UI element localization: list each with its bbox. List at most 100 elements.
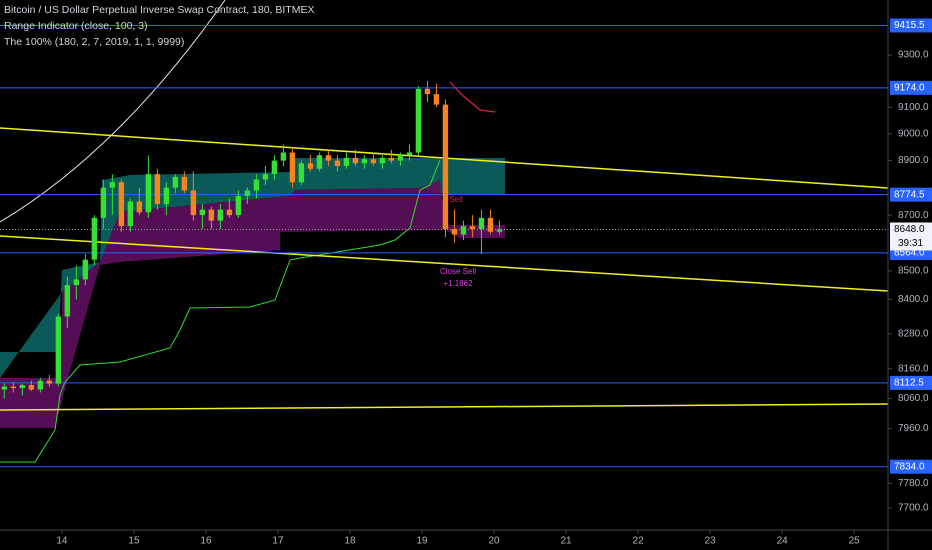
candle-body xyxy=(469,226,476,229)
level-tag xyxy=(890,375,932,390)
strategy-line xyxy=(449,81,496,113)
x-tick-label: 15 xyxy=(128,536,140,547)
candle-body xyxy=(181,176,188,191)
candle-body xyxy=(352,157,359,164)
candle-body xyxy=(451,228,458,235)
y-tick-label: 7780.0 xyxy=(898,478,929,489)
candle-body xyxy=(298,163,305,183)
candle-body xyxy=(109,182,116,188)
y-tick-label: 8160.0 xyxy=(898,364,929,375)
x-tick-label: 23 xyxy=(705,536,717,547)
y-tick-label: 7700.0 xyxy=(898,503,929,514)
candle-body xyxy=(307,163,314,169)
x-tick-label: 22 xyxy=(633,536,645,547)
candle-body xyxy=(199,209,206,216)
trail-line xyxy=(0,159,441,463)
candle-body xyxy=(100,187,107,218)
candle-body xyxy=(136,201,143,213)
range-band-lower xyxy=(0,180,505,428)
level-tag xyxy=(890,459,932,474)
level-label: 9174.0 xyxy=(894,82,925,93)
candle-body xyxy=(190,190,197,216)
candle-body xyxy=(172,176,179,188)
candle-body xyxy=(370,159,377,164)
candle-body xyxy=(487,217,494,232)
candle-body xyxy=(442,104,449,229)
indicator-label: Range Indicator (close, 100, 3) xyxy=(4,20,148,32)
candle-body xyxy=(433,94,440,105)
candle-body xyxy=(379,157,386,164)
level-label: 9415.5 xyxy=(894,20,925,31)
candle-body xyxy=(388,157,395,161)
candle-body xyxy=(28,385,35,390)
level-label: 8564.0 xyxy=(894,248,925,259)
candle-body xyxy=(397,155,404,161)
x-tick-label: 19 xyxy=(416,536,428,547)
candle-body xyxy=(37,380,44,390)
candle-body xyxy=(271,160,278,175)
level-label: 7834.0 xyxy=(894,461,925,472)
x-tick-label: 16 xyxy=(200,536,212,547)
candle-body xyxy=(226,209,233,216)
y-tick-label: 7960.0 xyxy=(898,423,929,434)
x-tick-label: 25 xyxy=(849,536,861,547)
candle-body xyxy=(334,160,341,166)
candle-body xyxy=(64,285,71,317)
candles: Sell Close Sell +1.1862 xyxy=(1,81,503,399)
candle-body xyxy=(145,174,152,213)
candle-body xyxy=(10,386,17,389)
last-price-tag xyxy=(890,222,932,251)
y-tick-label: 8500.0 xyxy=(898,266,929,277)
trend-line xyxy=(0,235,889,292)
y-tick-label: 9300.0 xyxy=(898,50,929,61)
y-tick-label: 8060.0 xyxy=(898,393,929,404)
candle-body xyxy=(208,209,215,221)
trade-annotation: Close Sell xyxy=(440,267,476,276)
x-tick-label: 21 xyxy=(561,536,573,547)
trend-line xyxy=(0,403,889,411)
level-tag xyxy=(890,18,932,33)
candle-body xyxy=(19,385,26,389)
candle-body xyxy=(127,201,134,227)
candle-body xyxy=(496,229,503,232)
curve-line xyxy=(0,0,226,223)
candle-body xyxy=(343,157,350,166)
trade-annotation: Sell xyxy=(449,195,463,204)
candle-body xyxy=(244,190,251,196)
axes: 9300.0 9100.0 9000.0 8900.0 8700.0 8500.0 8400… xyxy=(56,18,932,547)
candle-body xyxy=(73,279,80,286)
candle-body xyxy=(163,187,170,205)
candle-body xyxy=(415,88,422,153)
candle-body xyxy=(82,259,89,280)
x-tick-label: 24 xyxy=(777,536,789,547)
y-tick-label: 9000.0 xyxy=(898,128,929,139)
y-tick-label: 8280.0 xyxy=(898,328,929,339)
candle-body xyxy=(46,380,53,384)
level-tag xyxy=(890,187,932,202)
countdown: 39:31 xyxy=(898,238,923,249)
candle-body xyxy=(289,152,296,183)
candle-body xyxy=(460,226,467,235)
trade-annotation: +1.1862 xyxy=(443,279,473,288)
candle-body xyxy=(253,179,260,191)
y-tick-label: 8900.0 xyxy=(898,155,929,166)
range-band-upper xyxy=(0,158,505,378)
candle-body xyxy=(55,316,62,384)
candle-body xyxy=(478,217,485,229)
candle-body xyxy=(235,195,242,216)
y-tick-label: 8400.0 xyxy=(898,294,929,305)
level-label: 8774.5 xyxy=(894,189,925,200)
candle-body xyxy=(118,182,125,227)
candle-body xyxy=(280,152,287,161)
x-tick-label: 20 xyxy=(488,536,500,547)
candle-body xyxy=(361,159,368,164)
candle-body xyxy=(154,174,161,205)
level-tag xyxy=(890,80,932,95)
x-tick-label: 17 xyxy=(272,536,284,547)
last-price-label: 8648.0 xyxy=(894,224,925,235)
x-tick-label: 18 xyxy=(344,536,356,547)
y-tick-label: 9100.0 xyxy=(898,102,929,113)
level-label: 8112.5 xyxy=(894,378,924,389)
indicator-label: The 100% (180, 2, 7, 2019, 1, 1, 9999) xyxy=(4,36,184,48)
